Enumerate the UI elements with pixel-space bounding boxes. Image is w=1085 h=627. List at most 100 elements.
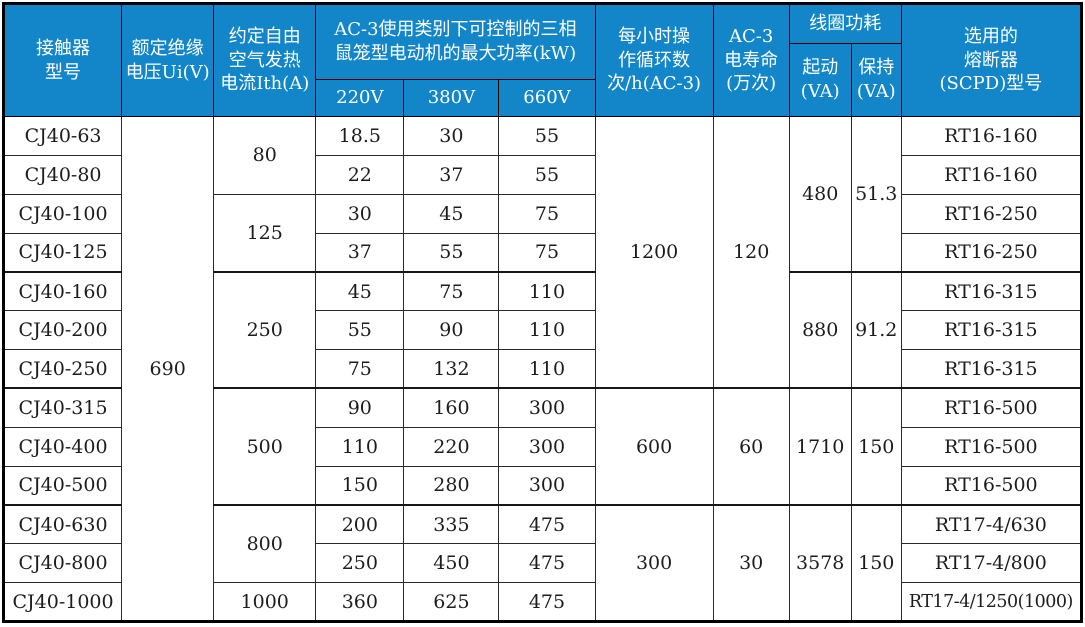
- cell-fuse: RT16-315: [900, 270, 1083, 312]
- table-body: CJ40-63 690 80 18.5 30 55 1200 120 480 5…: [2, 115, 1083, 622]
- cell-kw-660: 300: [498, 387, 596, 428]
- cell-coil-hold: 150: [850, 387, 902, 506]
- cell-kw-220: 18.5: [315, 116, 405, 156]
- col-header-coil-consumption-group: 线圈功耗: [788, 3, 902, 44]
- cell-kw-220: 30: [315, 193, 405, 234]
- cell-life: 120: [712, 116, 790, 389]
- col-header-thermal-current: 约定自由 空气发热 电流Ith(A): [213, 3, 317, 117]
- cell-fuse: RT16-500: [900, 465, 1083, 506]
- cell-kw-660: 75: [498, 193, 596, 234]
- cell-model: CJ40-160: [2, 270, 123, 312]
- cell-fuse: RT17-4/1250(1000): [900, 582, 1083, 622]
- cell-kw-380: 450: [403, 543, 500, 584]
- cell-coil-start: 480: [788, 115, 852, 273]
- cell-kw-660: 110: [498, 270, 596, 312]
- cell-kw-220: 55: [315, 310, 405, 351]
- cell-coil-start: 880: [788, 270, 852, 389]
- cell-kw-660: 475: [498, 582, 596, 622]
- cell-kw-220: 22: [315, 154, 405, 195]
- cell-model: CJ40-200: [2, 310, 123, 351]
- table-row: CJ40-250 75 132 110 RT16-315: [2, 349, 1083, 389]
- cell-thermal-current: 125: [213, 193, 317, 273]
- cell-fuse: RT16-160: [900, 116, 1083, 156]
- cell-coil-hold: 91.2: [850, 270, 902, 389]
- table-row: CJ40-400 110 220 300 RT16-500: [2, 426, 1083, 467]
- cell-kw-220: 150: [315, 465, 405, 506]
- table-row: CJ40-160 250 45 75 110 880 91.2 RT16-315: [2, 270, 1083, 389]
- col-header-220v: 220V: [315, 79, 405, 117]
- cell-cycles: 300: [594, 503, 714, 622]
- cell-model: CJ40-250: [2, 349, 123, 389]
- table-row: CJ40-500 150 280 300 RT16-500: [2, 465, 1083, 506]
- cell-kw-380: 625: [403, 582, 500, 622]
- cell-fuse: RT16-500: [900, 426, 1083, 467]
- col-header-cycles-per-hour: 每小时操 作循环数 次/h(AC-3): [594, 3, 714, 117]
- cell-model: CJ40-400: [2, 426, 123, 467]
- cell-kw-380: 75: [403, 270, 500, 312]
- header-row-1: 接触器 型号 额定绝缘 电压Ui(V) 约定自由 空气发热 电流Ith(A) A…: [2, 3, 1083, 117]
- cell-kw-380: 45: [403, 193, 500, 234]
- table-row: CJ40-80 22 37 55 RT16-160: [2, 154, 1083, 195]
- cell-thermal-current: 800: [213, 503, 317, 584]
- cell-cycles: 1200: [594, 116, 714, 389]
- cell-coil-start: 3578: [788, 503, 852, 622]
- cell-model: CJ40-630: [2, 503, 123, 545]
- col-header-fuse-type: 选用的 熔断器 (SCPD)型号: [900, 3, 1083, 117]
- header-row-2: 起动 (VA) 保持 (VA): [4, 43, 1082, 117]
- cell-kw-380: 335: [403, 503, 500, 545]
- cell-model: CJ40-800: [2, 543, 123, 584]
- cell-kw-220: 75: [315, 349, 405, 389]
- cell-model: CJ40-315: [2, 387, 123, 428]
- col-header-660v: 660V: [498, 79, 596, 117]
- table-row: CJ40-200 55 90 110 RT16-315: [2, 310, 1083, 351]
- table-row: CJ40-630 800 200 335 475 300 30 3578 150…: [2, 503, 1083, 622]
- cell-model: CJ40-125: [2, 232, 123, 273]
- cell-model: CJ40-1000: [2, 582, 123, 622]
- cell-thermal-current: 80: [213, 116, 317, 195]
- cell-life: 30: [712, 503, 790, 622]
- col-header-model: 接触器 型号: [2, 3, 123, 117]
- table-row: CJ40-800 250 450 475 RT17-4/800: [2, 543, 1083, 584]
- cell-kw-220: 360: [315, 582, 405, 622]
- table-row: CJ40-125 37 55 75 RT16-250: [2, 232, 1083, 273]
- cell-kw-380: 55: [403, 232, 500, 273]
- cell-fuse: RT16-500: [900, 387, 1083, 428]
- cell-kw-660: 55: [498, 116, 596, 156]
- cell-kw-220: 90: [315, 387, 405, 428]
- table-row: CJ40-63 690 80 18.5 30 55 1200 120 480 5…: [2, 115, 1083, 622]
- col-header-coil-hold: 保持 (VA): [850, 43, 902, 117]
- cell-kw-220: 250: [315, 543, 405, 584]
- cell-kw-220: 200: [315, 503, 405, 545]
- cell-kw-660: 110: [498, 349, 596, 389]
- header-row-3: 220V 380V 660V: [4, 79, 1082, 117]
- cell-kw-660: 110: [498, 310, 596, 351]
- cell-thermal-current: 250: [213, 270, 317, 389]
- cell-life: 60: [712, 387, 790, 506]
- cell-thermal-current: 1000: [213, 582, 317, 622]
- cell-model: CJ40-63: [2, 116, 123, 156]
- cell-coil-start: 1710: [788, 387, 852, 506]
- cell-kw-380: 37: [403, 154, 500, 195]
- cell-kw-380: 132: [403, 349, 500, 389]
- cell-fuse: RT16-160: [900, 154, 1083, 195]
- cell-kw-220: 45: [315, 270, 405, 312]
- col-header-max-power-group: AC-3使用类别下可控制的三相 鼠笼型电动机的最大功率(kW): [315, 3, 596, 80]
- cell-kw-660: 55: [498, 154, 596, 195]
- cell-model: CJ40-500: [2, 465, 123, 506]
- cell-model: CJ40-100: [2, 193, 123, 234]
- table-row: CJ40-315 500 90 160 300 600 60 1710 150 …: [2, 387, 1083, 506]
- cell-coil-hold: 51.3: [850, 115, 902, 273]
- cell-kw-380: 160: [403, 387, 500, 428]
- cell-fuse: RT16-250: [900, 232, 1083, 273]
- col-header-insulation-voltage: 额定绝缘 电压Ui(V): [121, 3, 215, 117]
- cell-model: CJ40-80: [2, 154, 123, 195]
- cell-kw-660: 300: [498, 426, 596, 467]
- cell-kw-660: 75: [498, 232, 596, 273]
- cell-kw-380: 220: [403, 426, 500, 467]
- cell-insulation-voltage: 690: [121, 116, 215, 622]
- col-header-380v: 380V: [403, 79, 500, 117]
- cell-fuse: RT16-315: [900, 349, 1083, 389]
- col-header-coil-start: 起动 (VA): [788, 43, 852, 117]
